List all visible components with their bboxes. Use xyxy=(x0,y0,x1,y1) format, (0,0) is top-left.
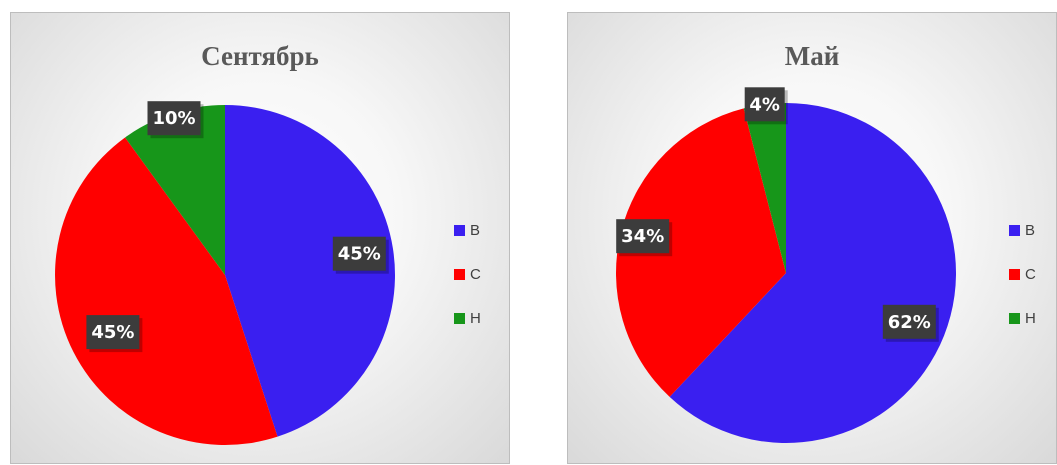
pie-slice-1 xyxy=(225,105,395,437)
data-label: 45% xyxy=(332,236,389,274)
legend-item-s: С xyxy=(1009,263,1036,285)
pie-slice-1 xyxy=(669,102,957,443)
legend-swatch xyxy=(1009,312,1020,324)
legend-label: Н xyxy=(1025,309,1036,327)
legend-swatch xyxy=(454,268,465,280)
legend-item-n: Н xyxy=(1009,307,1036,329)
data-label: 34% xyxy=(616,219,673,257)
data-label-box xyxy=(86,315,140,350)
data-label-text: 45% xyxy=(338,244,381,265)
legend-label: В xyxy=(470,221,481,239)
chart-panel-may: Май 62% 34% 4% В С Н xyxy=(567,12,1057,464)
legend-label: В xyxy=(1025,221,1036,239)
data-label-box xyxy=(616,219,670,254)
pie-slice-3 xyxy=(743,103,786,273)
legend-item-b: В xyxy=(1009,219,1036,241)
legend: В С Н xyxy=(454,219,481,351)
legend-swatch xyxy=(1009,224,1020,236)
data-label: 45% xyxy=(86,315,143,353)
legend-label: Н xyxy=(470,309,481,327)
legend-swatch xyxy=(1009,268,1020,280)
data-label: 10% xyxy=(147,101,204,139)
pie-slice-2 xyxy=(616,108,786,397)
legend-swatch xyxy=(454,312,465,324)
pie-slice-2 xyxy=(55,137,278,445)
data-label: 62% xyxy=(882,304,939,342)
legend-item-b: В xyxy=(454,219,481,241)
data-label: 4% xyxy=(744,87,788,125)
legend-swatch xyxy=(454,224,465,236)
legend-label: С xyxy=(1025,265,1036,283)
data-label-box xyxy=(147,101,201,136)
pie-slice-3 xyxy=(125,105,225,275)
data-label-text: 4% xyxy=(749,94,780,115)
data-labels: 62% 34% 4% xyxy=(616,87,939,342)
data-label-text: 10% xyxy=(152,108,195,129)
data-label-box xyxy=(882,304,936,339)
data-label-box xyxy=(744,87,785,122)
chart-panel-september: Сентябрь 45% 45% 10% В С Н xyxy=(10,12,510,464)
data-label-text: 62% xyxy=(888,312,931,333)
chart-title: Май xyxy=(784,41,840,71)
legend-label: С xyxy=(470,265,481,283)
legend: В С Н xyxy=(1009,219,1036,351)
data-labels: 45% 45% 10% xyxy=(86,101,389,353)
pie-chart-september: 45% 45% 10% xyxy=(55,101,395,445)
legend-item-n: Н xyxy=(454,307,481,329)
data-label-text: 45% xyxy=(91,322,134,343)
data-label-box xyxy=(332,236,386,271)
legend-item-s: С xyxy=(454,263,481,285)
data-label-text: 34% xyxy=(621,226,664,247)
chart-title: Сентябрь xyxy=(201,41,319,71)
pie-chart-may: 62% 34% 4% xyxy=(616,87,957,443)
